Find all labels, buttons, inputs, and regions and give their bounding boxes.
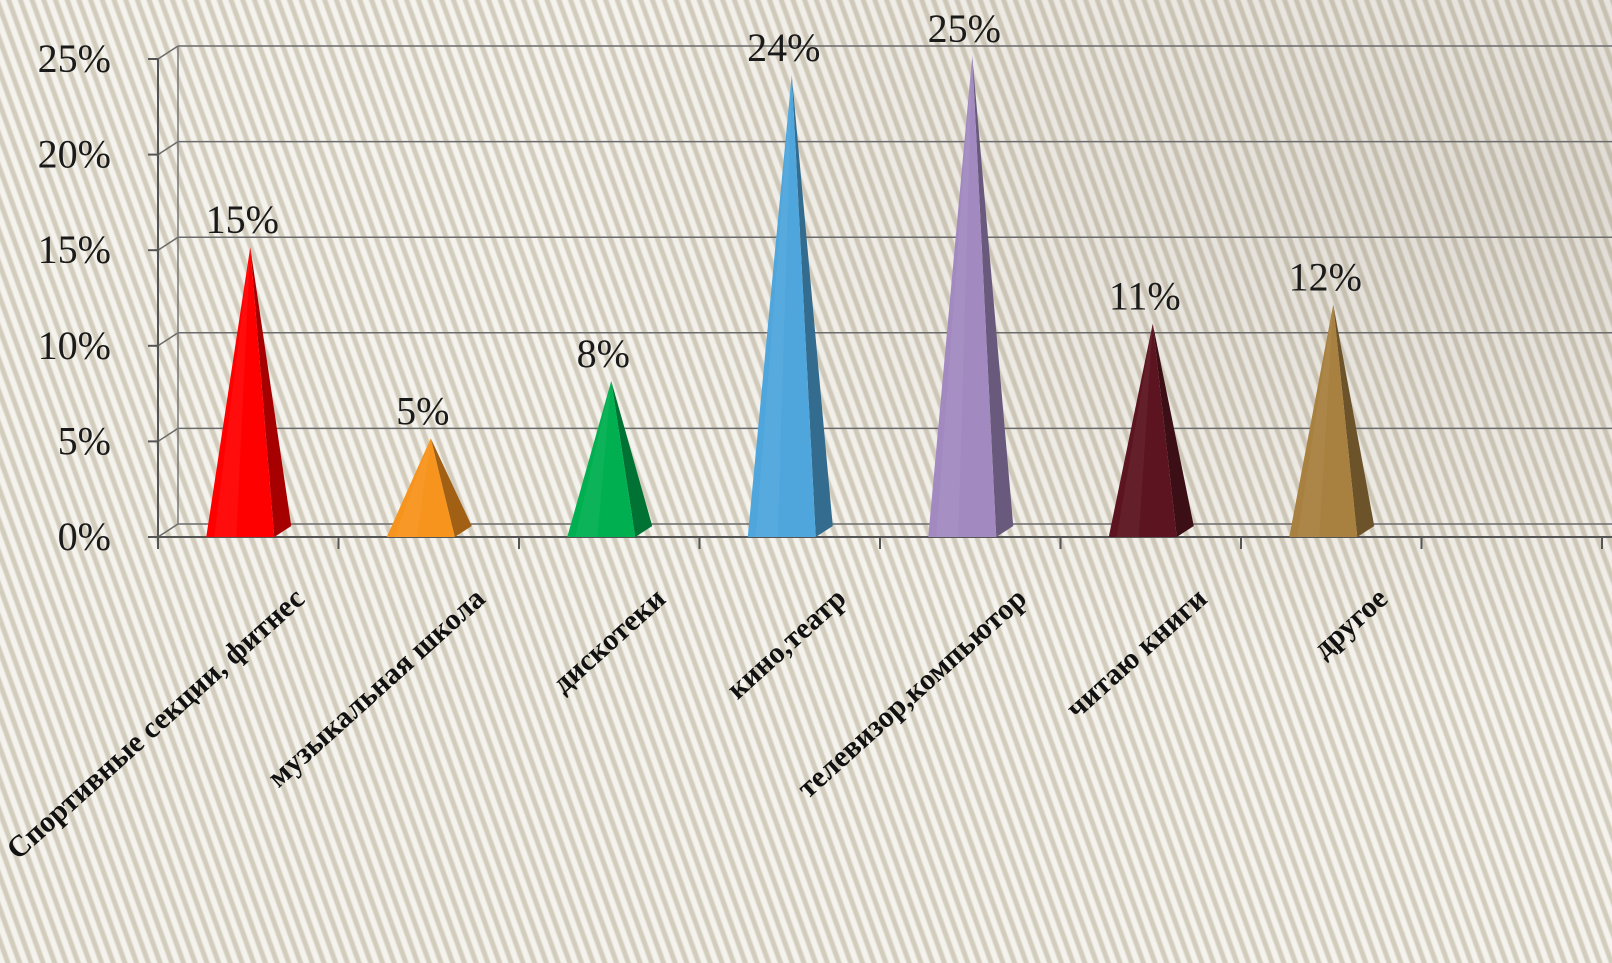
y-tick-label: 0% bbox=[58, 514, 111, 559]
pyramid-highlight bbox=[755, 75, 792, 538]
category-label: читаю книги bbox=[1059, 582, 1213, 725]
gridline-depth bbox=[157, 427, 179, 443]
pyramid-side-face bbox=[1152, 323, 1194, 537]
gridline-depth bbox=[157, 523, 179, 538]
pyramid-highlight bbox=[936, 56, 973, 537]
bar-pyramid bbox=[386, 438, 472, 537]
bar-pyramid bbox=[928, 56, 1014, 537]
gridline-depth bbox=[157, 45, 179, 60]
pyramid-side-face bbox=[611, 381, 653, 537]
y-tick-label: 10% bbox=[38, 323, 111, 368]
pyramid-side-face bbox=[972, 56, 1014, 537]
data-label: 8% bbox=[577, 331, 630, 376]
bar-pyramid bbox=[567, 381, 653, 537]
data-label: 11% bbox=[1109, 274, 1181, 319]
category-label: кино,театр bbox=[720, 582, 852, 706]
data-label: 24% bbox=[747, 25, 820, 70]
bar-pyramid bbox=[206, 247, 292, 537]
y-tick-label: 25% bbox=[38, 36, 111, 81]
data-label: 25% bbox=[928, 6, 1001, 51]
pyramid-highlight bbox=[575, 381, 612, 537]
label-layer: 15% 5% 8% 24% 25% 11% 12% Спортивные секции, фи… bbox=[0, 6, 1394, 866]
pyramid-highlight bbox=[1297, 304, 1334, 537]
pyramid-side-face bbox=[430, 438, 472, 537]
data-label: 15% bbox=[206, 197, 279, 242]
pyramid-highlight bbox=[214, 247, 251, 537]
pyramid-side-face bbox=[791, 75, 833, 538]
category-label: Спортивные секции, фитнес bbox=[0, 582, 311, 866]
bar-layer bbox=[206, 56, 1375, 538]
y-tick-label: 20% bbox=[38, 132, 111, 177]
gridline-depth bbox=[157, 236, 179, 251]
bar-pyramid bbox=[747, 75, 833, 538]
pyramid-side-face bbox=[1333, 304, 1375, 537]
pyramid-highlight bbox=[394, 438, 431, 537]
grid-layer bbox=[157, 45, 1612, 538]
pyramid-highlight bbox=[1116, 323, 1153, 537]
gridline-depth bbox=[157, 332, 179, 347]
data-label: 12% bbox=[1289, 255, 1362, 300]
gridline-depth bbox=[157, 140, 179, 156]
category-label: другое bbox=[1307, 582, 1394, 665]
bar-pyramid bbox=[1108, 323, 1194, 537]
y-tick-label: 15% bbox=[38, 227, 111, 272]
y-tick-label: 5% bbox=[58, 418, 111, 463]
pyramid-side-face bbox=[250, 247, 292, 537]
data-label: 5% bbox=[396, 388, 449, 433]
axis-layer: 0% 5% 10% 15% 20% 25% bbox=[38, 36, 1612, 559]
bar-pyramid bbox=[1289, 304, 1375, 537]
category-label: дискотеки bbox=[546, 582, 672, 700]
